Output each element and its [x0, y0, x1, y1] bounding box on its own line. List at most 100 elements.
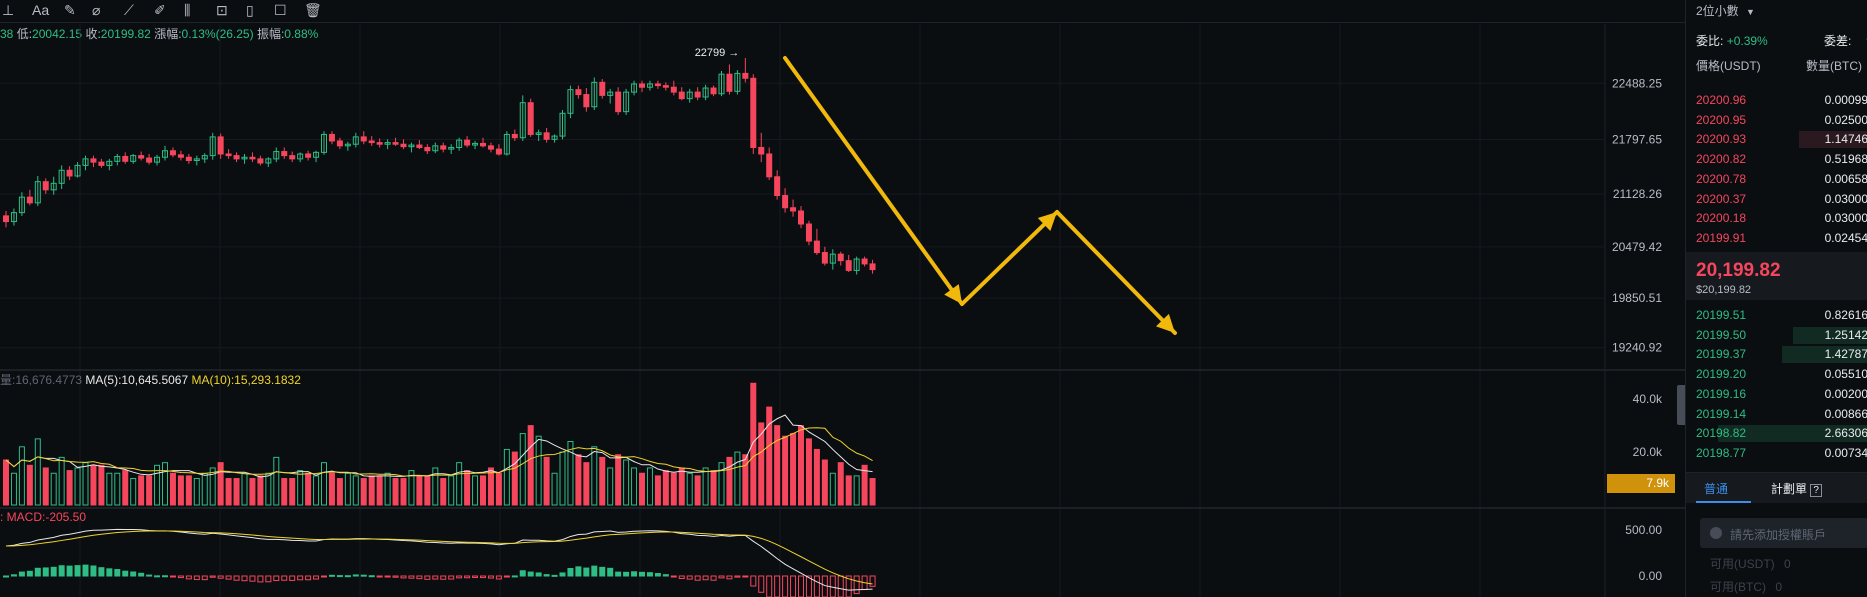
- candle-body: [336, 140, 343, 147]
- volume-bar: [440, 478, 447, 506]
- pencil-icon[interactable]: ✐: [154, 2, 166, 18]
- macd-histogram-bar: [623, 571, 630, 577]
- candle-body: [487, 145, 494, 150]
- candle-body: [352, 136, 359, 145]
- macd-histogram-bar: [34, 567, 41, 577]
- decimals-label: 2位小數: [1696, 4, 1739, 18]
- volume-bar: [599, 456, 606, 506]
- depth-bar: [1792, 326, 1867, 344]
- help-icon[interactable]: ?: [1810, 484, 1822, 497]
- volume-bar: [424, 475, 431, 506]
- brush-icon[interactable]: ✎: [64, 2, 76, 18]
- annotation-arrow-line: [960, 210, 1059, 306]
- tab-normal[interactable]: 普通: [1704, 482, 1729, 496]
- volume-ma10-line: [5, 427, 873, 477]
- note-icon[interactable]: ☐: [274, 2, 287, 18]
- candle-body: [321, 133, 327, 153]
- macd-histogram-bar: [344, 575, 351, 578]
- candle-body: [209, 136, 216, 157]
- auth-account-button[interactable]: 請先添加授權賬戶: [1700, 518, 1867, 548]
- macd-histogram-bar: [766, 575, 773, 597]
- volume-bar: [114, 472, 121, 506]
- volume-bar: [662, 470, 669, 506]
- volume-bar: [821, 459, 828, 506]
- bid-row[interactable]: 20198.77 0.00734: [1686, 444, 1867, 463]
- ask-row[interactable]: 20199.91 0.02454: [1686, 229, 1867, 248]
- macd-histogram-bar: [821, 575, 828, 597]
- volume-bar: [42, 467, 49, 506]
- volume-bar: [448, 475, 455, 506]
- avail-btc-value: 0: [1775, 580, 1783, 594]
- macd-histogram-bar: [177, 575, 184, 579]
- ask-row[interactable]: 20200.78 0.00658: [1686, 170, 1867, 189]
- volume-bar: [130, 478, 137, 506]
- candle-body: [138, 155, 145, 159]
- volume-bar: [98, 464, 105, 506]
- candle-body: [495, 148, 502, 155]
- candle-body: [853, 258, 860, 271]
- bid-row[interactable]: 20199.14 0.00866: [1686, 405, 1867, 424]
- volume-tick-label: 40.0k: [1633, 392, 1663, 406]
- macd-histogram-bar: [639, 571, 645, 577]
- candle-body: [821, 252, 828, 264]
- candle-body: [837, 253, 844, 262]
- volume-bar: [138, 475, 145, 506]
- trash-icon[interactable]: 🗑: [304, 2, 322, 18]
- volume-bar: [225, 478, 232, 506]
- volume-bar: [456, 462, 463, 506]
- volume-bar: [607, 467, 614, 506]
- candle-body: [678, 91, 685, 100]
- bookmark-icon[interactable]: ▯: [246, 2, 254, 18]
- bid-row[interactable]: 20199.37 1.42787: [1686, 345, 1867, 364]
- candle-pattern-icon[interactable]: ⫼: [184, 2, 191, 18]
- macd-histogram-bar: [654, 573, 661, 577]
- tab-plan[interactable]: 計劃單 ?: [1771, 480, 1822, 497]
- panel-collapse-handle[interactable]: [1677, 385, 1685, 425]
- macd-histogram-bar: [464, 575, 471, 579]
- ask-row[interactable]: 20200.82 0.51968: [1686, 150, 1867, 169]
- candle-body: [750, 77, 757, 148]
- candle-body: [154, 156, 161, 163]
- ask-row[interactable]: 20200.93 1.14746: [1686, 130, 1867, 149]
- measure-icon[interactable]: ⌀: [92, 2, 101, 18]
- avail-usdt-value: 0: [1784, 557, 1791, 571]
- caret-down-icon: ▼: [1746, 7, 1755, 17]
- candle-body: [527, 102, 534, 135]
- macd-histogram-bar: [328, 574, 335, 577]
- ruler-icon[interactable]: ⟋: [124, 2, 134, 18]
- decimals-select[interactable]: 2位小數 ▼: [1696, 2, 1755, 19]
- candle-body: [193, 158, 200, 162]
- macd-legend: : MACD:-205.50: [0, 510, 86, 524]
- bid-row[interactable]: 20199.20 0.05510: [1686, 365, 1867, 384]
- candlestick-chart[interactable]: 22488.25 21797.65 21128.26 20479.42 19850.51…: [0, 0, 1685, 597]
- candle-body: [90, 158, 97, 163]
- ask-row[interactable]: 20200.37 0.03000: [1686, 190, 1867, 209]
- volume-bar: [694, 475, 701, 506]
- bid-row[interactable]: 20199.50 1.25142: [1686, 326, 1867, 345]
- candle-body: [162, 150, 168, 158]
- ask-row[interactable]: 20200.96 0.00099: [1686, 91, 1867, 110]
- text-line-icon[interactable]: ⊥: [2, 2, 15, 18]
- ask-price: 20200.82: [1696, 152, 1747, 167]
- bid-price: 20199.37: [1696, 347, 1747, 362]
- tab-normal-underline: [1696, 501, 1751, 503]
- macd-histogram-bar: [782, 575, 789, 597]
- radio-icon: [1710, 527, 1722, 539]
- bid-row[interactable]: 20199.51 0.82616: [1686, 306, 1867, 325]
- depth-bar: [1799, 131, 1867, 149]
- macd-histogram-bar: [376, 575, 383, 578]
- chart-area[interactable]: ⊥ Aa ✎ ⌀ ⟋ ✐ ⫼ ⊡ ▯ ☐ 🗑 38 低:20042.15 收:2…: [0, 0, 1685, 597]
- ask-row[interactable]: 20200.18 0.03000: [1686, 209, 1867, 228]
- candle-body: [185, 156, 192, 162]
- ask-row[interactable]: 20200.95 0.02500: [1686, 111, 1867, 130]
- macd-histogram-bar: [384, 575, 391, 578]
- candle-body: [559, 112, 566, 137]
- macd-histogram-bar: [114, 569, 121, 577]
- text-tool-icon[interactable]: Aa: [32, 2, 50, 18]
- ask-qty: 0.00658: [1824, 171, 1867, 186]
- bid-row[interactable]: 20198.82 2.66306: [1686, 424, 1867, 443]
- volume-bar: [535, 435, 542, 506]
- bid-qty: 1.25142: [1824, 327, 1867, 342]
- lock-icon[interactable]: ⊡: [216, 2, 228, 18]
- bid-row[interactable]: 20199.16 0.00200: [1686, 385, 1867, 404]
